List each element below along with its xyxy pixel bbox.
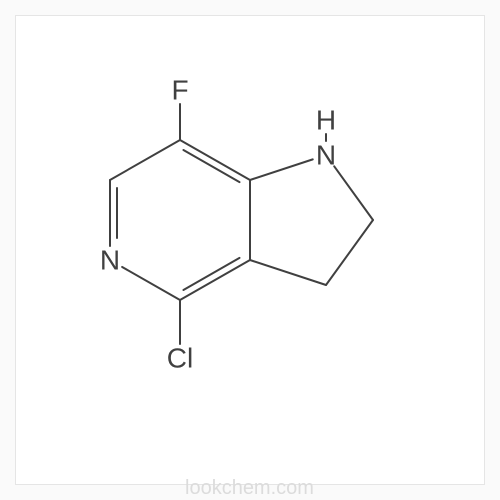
atom-label-f: F	[171, 75, 188, 106]
atom-label-n2: N	[316, 140, 336, 171]
atom-label-cl: Cl	[167, 343, 193, 374]
molecule-diagram: NNHFCl	[0, 0, 500, 500]
atom-label-n1: N	[100, 245, 120, 276]
atom-label-h2: H	[316, 105, 336, 136]
